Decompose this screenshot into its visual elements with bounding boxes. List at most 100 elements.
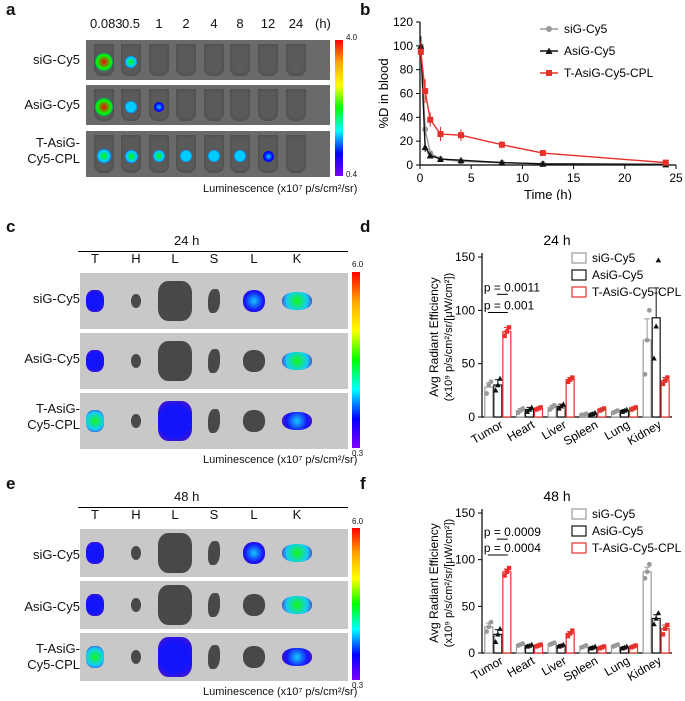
row-label: siG-Cy5 xyxy=(0,52,80,68)
data-point xyxy=(599,407,605,412)
row-label: T-AsiG- Cy5-CPL xyxy=(0,401,80,433)
x-tick-label: 5 xyxy=(468,171,475,185)
panel-e-title: 48 h xyxy=(174,489,200,504)
series-line xyxy=(420,45,666,166)
y-tick-label: 120 xyxy=(393,15,413,29)
title-underline xyxy=(78,507,348,508)
data-point xyxy=(565,379,571,384)
data-point xyxy=(601,406,607,411)
panel-b-chart: 0 20 40 60 80 100 120 0 5 10 15 20 25 Time (h) %D in b… xyxy=(376,15,683,200)
organ xyxy=(86,290,104,312)
data-point xyxy=(498,141,505,148)
organ-label: H xyxy=(131,251,141,266)
legend-swatch xyxy=(571,508,587,520)
organ xyxy=(243,646,265,668)
organ-label: L xyxy=(250,251,258,266)
scale-min-label: 0.3 xyxy=(352,681,364,690)
data-point xyxy=(615,642,621,647)
data-point xyxy=(583,643,589,648)
organ-label: L xyxy=(171,251,179,266)
data-point xyxy=(662,159,669,166)
data-point xyxy=(534,644,539,649)
bar xyxy=(565,379,575,418)
row-label-line: siG-Cy5 xyxy=(33,547,80,562)
data-point xyxy=(565,634,571,639)
signal-spot xyxy=(153,101,165,113)
data-point xyxy=(597,408,602,413)
data-point xyxy=(651,621,657,627)
panel-c: 24 h T H L S L K siG-Cy5 AsiG-Cy5 T-AsiG- Cy5-CP… xyxy=(0,215,364,470)
y-tick-label: 100 xyxy=(393,39,413,53)
category-label: Kidney xyxy=(625,653,664,683)
data-point xyxy=(520,406,526,411)
timepoint-label: 2 xyxy=(182,16,190,31)
signal-spot xyxy=(125,101,137,113)
organ xyxy=(243,290,265,312)
legend-label: T-AsiG-Cy5-CPL xyxy=(592,285,682,299)
organ xyxy=(131,546,141,560)
signal-spot xyxy=(95,53,113,71)
legend-label: siG-Cy5 xyxy=(564,22,608,36)
data-point xyxy=(504,569,510,574)
organ-label: T xyxy=(91,251,99,266)
organ-strip xyxy=(80,581,348,629)
data-point xyxy=(492,639,499,644)
organ-label: T xyxy=(91,507,99,522)
data-point xyxy=(497,375,503,381)
p-value-label: p = 0.0004 xyxy=(484,541,541,555)
organ-label: K xyxy=(292,507,302,522)
panel-letter-a: a xyxy=(6,0,16,19)
data-point xyxy=(655,257,662,263)
organ-strip xyxy=(80,333,348,389)
category-label: Heart xyxy=(505,417,538,444)
organ xyxy=(158,341,192,381)
scale-min-label: 0.3 xyxy=(352,449,364,458)
data-point xyxy=(492,387,499,393)
y-tick-label: 100 xyxy=(455,553,475,567)
row-label-line: siG-Cy5 xyxy=(33,291,80,306)
row-label-line: T-AsiG- xyxy=(35,401,80,416)
data-point xyxy=(646,561,652,567)
scale-max-label: 6.0 xyxy=(352,517,364,526)
p-value-label: p = 0.0009 xyxy=(484,525,541,539)
bar xyxy=(502,331,512,418)
data-point xyxy=(551,640,557,646)
row-label: siG-Cy5 xyxy=(0,547,80,563)
data-point xyxy=(642,371,648,377)
timepoint-label: 8 xyxy=(236,16,244,31)
legend-label: T-AsiG-Cy5-CPL xyxy=(564,66,654,80)
organ xyxy=(208,645,220,669)
data-point xyxy=(560,401,567,407)
organ xyxy=(86,350,104,372)
data-point xyxy=(504,329,510,334)
data-point xyxy=(560,641,567,647)
row-label: AsiG-Cy5 xyxy=(0,599,80,615)
category-label: Heart xyxy=(505,653,538,680)
y-axis-label-units: (x10⁹ p/s/cm²/sr/[μW/cm²]) xyxy=(443,519,455,647)
legend-marker xyxy=(546,26,552,32)
data-point xyxy=(421,143,429,151)
data-point xyxy=(653,323,659,329)
timepoint-label: 0.5 xyxy=(121,16,141,31)
y-axis-label: %D in blood xyxy=(376,58,391,128)
signal-spot xyxy=(208,150,220,162)
y-tick-label: 0 xyxy=(468,646,475,660)
legend-label: siG-Cy5 xyxy=(592,251,636,265)
data-point xyxy=(502,333,507,339)
bar xyxy=(642,339,652,418)
data-point xyxy=(633,643,638,648)
data-point xyxy=(495,382,501,388)
data-point xyxy=(583,411,589,417)
imaging-strip xyxy=(86,131,330,177)
panel-letter-b: b xyxy=(360,0,371,19)
timepoint-label: 12 xyxy=(260,16,276,31)
data-point xyxy=(665,622,670,628)
data-point xyxy=(615,408,621,413)
y-axis-label: Avg Radiant Efficiency xyxy=(427,523,441,643)
title-underline xyxy=(78,251,348,252)
y-tick-label: 150 xyxy=(455,250,475,264)
panel-letter-d: d xyxy=(360,217,371,236)
tube xyxy=(286,89,306,121)
x-tick-label: 10 xyxy=(516,171,530,185)
chart-title: 48 h xyxy=(543,488,570,504)
